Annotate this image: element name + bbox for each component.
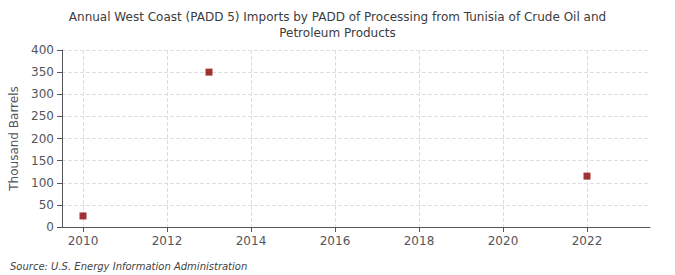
- svg-text:100: 100: [31, 176, 54, 190]
- svg-text:2014: 2014: [236, 234, 267, 248]
- svg-text:0: 0: [46, 220, 54, 234]
- svg-text:2018: 2018: [404, 234, 435, 248]
- svg-text:200: 200: [31, 132, 54, 146]
- svg-text:2022: 2022: [572, 234, 603, 248]
- svg-text:300: 300: [31, 87, 54, 101]
- svg-text:Thousand Barrels: Thousand Barrels: [7, 86, 21, 191]
- svg-text:2020: 2020: [488, 234, 519, 248]
- svg-text:2016: 2016: [320, 234, 351, 248]
- svg-text:Petroleum Products: Petroleum Products: [279, 26, 396, 40]
- svg-text:2012: 2012: [152, 234, 183, 248]
- svg-text:50: 50: [39, 198, 54, 212]
- svg-text:400: 400: [31, 43, 54, 57]
- svg-text:Annual West Coast (PADD 5) Imp: Annual West Coast (PADD 5) Imports by PA…: [69, 10, 606, 24]
- svg-text:250: 250: [31, 109, 54, 123]
- svg-text:150: 150: [31, 154, 54, 168]
- svg-text:350: 350: [31, 65, 54, 79]
- svg-text:2010: 2010: [68, 234, 99, 248]
- svg-text:Source: U.S. Energy Informatio: Source: U.S. Energy Information Administ…: [10, 261, 247, 272]
